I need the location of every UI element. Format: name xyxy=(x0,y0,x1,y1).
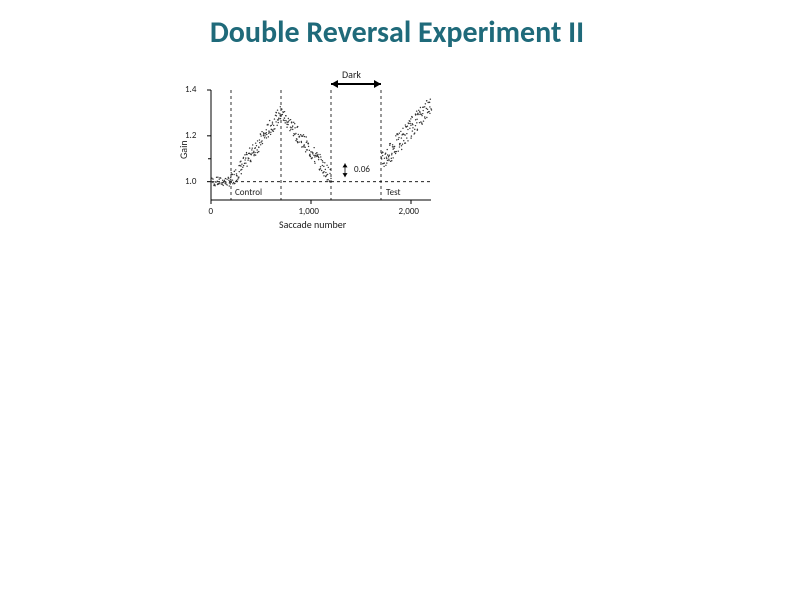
y-tick-2: 1.4 xyxy=(185,84,196,95)
x-tick-2: 2,000 xyxy=(399,206,420,217)
y-axis-label: Gain xyxy=(177,140,190,159)
x-axis-label: Saccade number xyxy=(279,218,346,231)
slide-title: Double Reversal Experiment II xyxy=(68,14,726,51)
chart-svg xyxy=(165,72,465,227)
annotation-test: Test xyxy=(386,187,401,198)
x-tick-1: 1,000 xyxy=(299,206,320,217)
annotation-delta: 0.06 xyxy=(354,164,370,175)
x-tick-0: 0 xyxy=(209,206,214,217)
y-tick-0: 1.0 xyxy=(185,176,196,187)
annotation-control: Control xyxy=(235,187,262,198)
y-tick-1: 1.2 xyxy=(185,130,196,141)
gain-chart: Gain Saccade number 1.0 1.2 1.4 0 1,000 … xyxy=(165,72,465,227)
annotation-dark: Dark xyxy=(342,68,361,81)
